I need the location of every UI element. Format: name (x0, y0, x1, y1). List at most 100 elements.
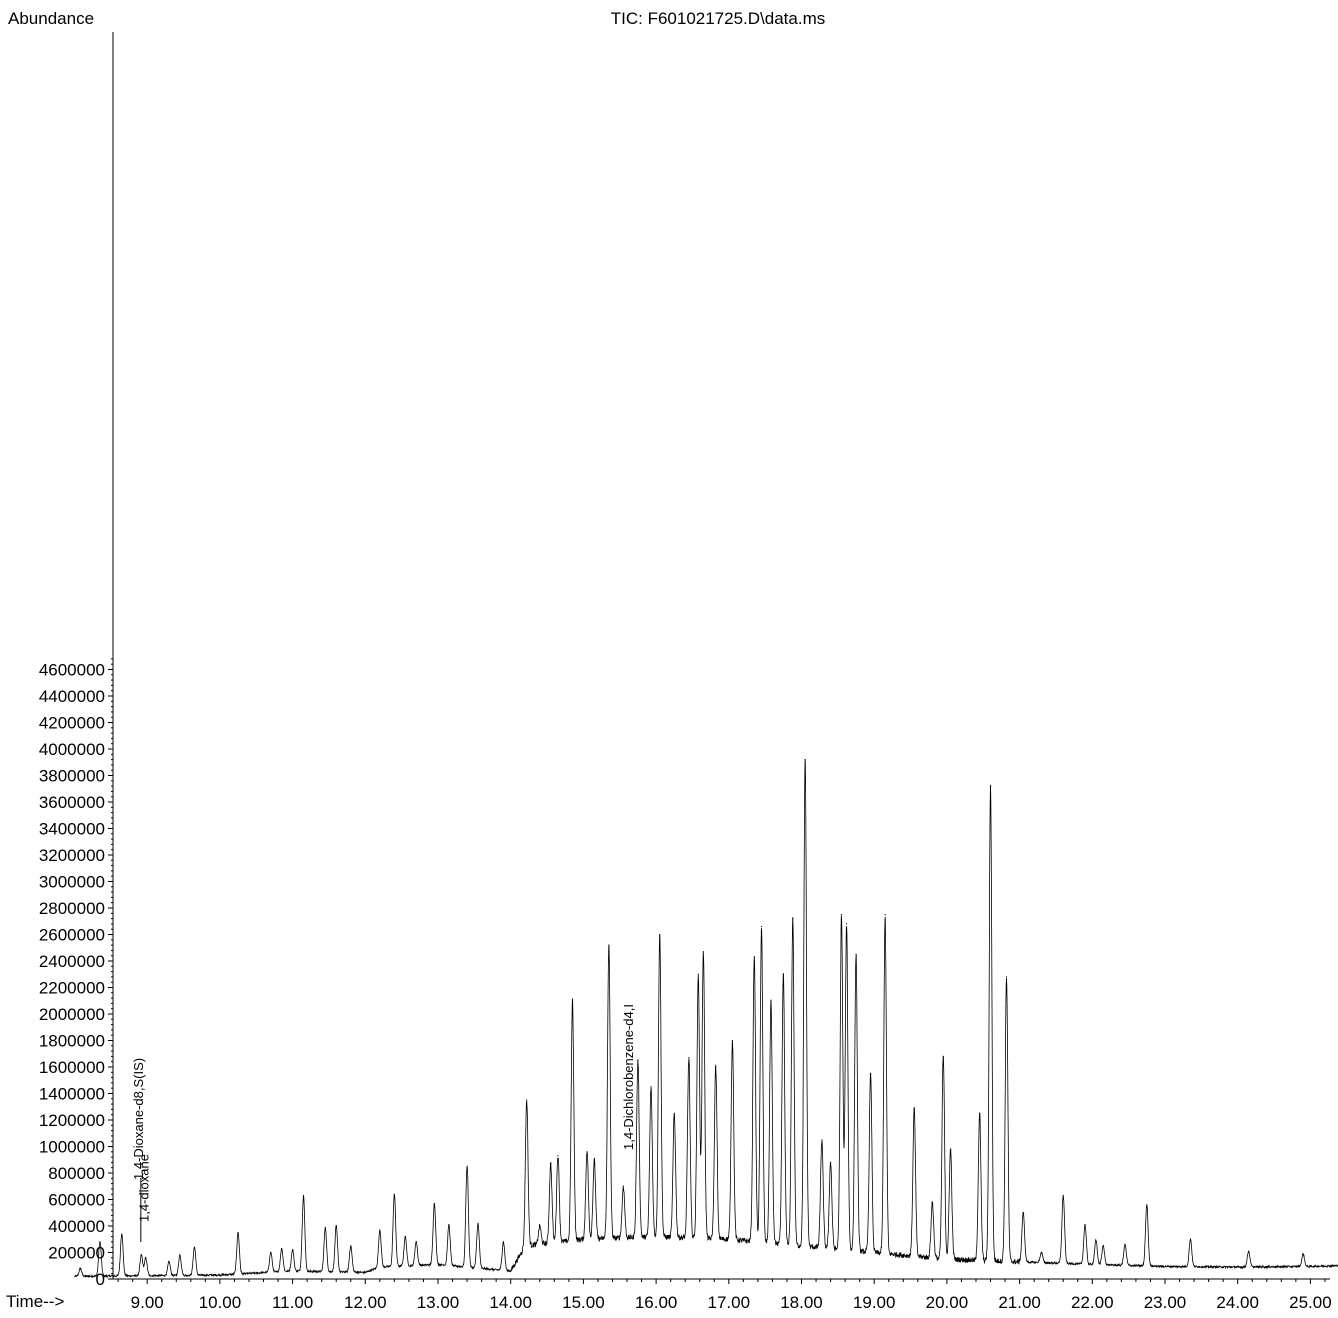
peak-apex (979, 1113, 980, 1114)
peak-apex (99, 1241, 100, 1242)
peak-apex (550, 1163, 551, 1164)
y-tick-label: 800000 (48, 1164, 105, 1183)
peak-apex (394, 1194, 395, 1195)
x-tick-label: 24.00 (1216, 1293, 1259, 1312)
peak-apex (623, 1186, 624, 1187)
peak-apex (179, 1255, 180, 1256)
peak-apex (292, 1249, 293, 1250)
y-tick-label: 1200000 (39, 1111, 105, 1130)
x-tick-label: 19.00 (853, 1293, 896, 1312)
peak-apex (237, 1232, 238, 1233)
x-tick-label: 9.00 (131, 1293, 164, 1312)
y-tick-label: 1000000 (39, 1138, 105, 1157)
x-tick-label: 14.00 (489, 1293, 532, 1312)
peak-apex (1023, 1212, 1024, 1213)
peak-apex (846, 923, 847, 924)
peak-apex (870, 1073, 871, 1074)
y-tick-label: 1800000 (39, 1032, 105, 1051)
x-tick-label: 11.00 (272, 1293, 313, 1312)
peak-apex (1095, 1240, 1096, 1241)
y-tick-label: 4400000 (39, 687, 105, 706)
peak-apex (539, 1225, 540, 1226)
peak-apex (1006, 976, 1007, 977)
peak-apex (448, 1224, 449, 1225)
peak-apex (594, 1159, 595, 1160)
y-tick-label: 200000 (48, 1244, 105, 1263)
peak-apex (914, 1107, 915, 1108)
peak-apex (698, 974, 699, 975)
peak-apex (466, 1166, 467, 1167)
x-tick-label: 21.00 (998, 1293, 1041, 1312)
y-tick-label: 600000 (48, 1191, 105, 1210)
peak-apex (141, 1255, 142, 1256)
peak-apex (1190, 1239, 1191, 1240)
x-tick-label: 13.00 (417, 1293, 460, 1312)
y-tick-label: 3400000 (39, 820, 105, 839)
peak-apex (526, 1100, 527, 1101)
peak-apex (405, 1236, 406, 1237)
peak-apex (194, 1247, 195, 1248)
peak-apex (350, 1245, 351, 1246)
peak-apex (659, 934, 660, 935)
y-tick-label: 3800000 (39, 767, 105, 786)
y-tick-label: 2000000 (39, 1005, 105, 1024)
peak-apex (637, 1060, 638, 1061)
peak-apex (688, 1057, 689, 1058)
y-tick-label: 4000000 (39, 740, 105, 759)
peak-apex (608, 945, 609, 946)
peak-annotation-label: 1,4-Dichlorobenzene-d4,I (621, 1004, 636, 1150)
x-tick-label: 10.00 (199, 1293, 242, 1312)
peak-apex (761, 926, 762, 927)
peak-apex (715, 1066, 716, 1067)
peak-apex (1146, 1204, 1147, 1205)
y-tick-label: 2600000 (39, 926, 105, 945)
peak-apex (434, 1203, 435, 1204)
y-tick-label: 2400000 (39, 952, 105, 971)
peak-apex (325, 1227, 326, 1228)
peak-apex (503, 1241, 504, 1242)
peak-apex (950, 1149, 951, 1150)
peak-apex (770, 1000, 771, 1001)
y-tick-label: 2800000 (39, 899, 105, 918)
peak-apex (557, 1155, 558, 1156)
x-tick-label: 15.00 (562, 1293, 605, 1312)
y-tick-label: 1400000 (39, 1085, 105, 1104)
peak-apex (121, 1233, 122, 1234)
peak-apex (990, 786, 991, 787)
peak-apex (1041, 1252, 1042, 1253)
peak-apex (416, 1241, 417, 1242)
peak-apex (270, 1252, 271, 1253)
peak-apex (805, 759, 806, 760)
peak-apex (650, 1086, 651, 1087)
peak-apex (855, 954, 856, 955)
peak-apex (586, 1151, 587, 1152)
peak-apex (841, 914, 842, 915)
y-tick-label: 4600000 (39, 661, 105, 680)
peak-apex (572, 999, 573, 1000)
peak-apex (281, 1248, 282, 1249)
y-axis-title: Abundance (8, 9, 94, 28)
peak-apex (932, 1202, 933, 1203)
peak-apex (336, 1225, 337, 1226)
x-axis-title: Time--> (6, 1292, 64, 1311)
x-tick-label: 17.00 (708, 1293, 751, 1312)
peak-apex (830, 1162, 831, 1163)
peak-apex (1103, 1245, 1104, 1246)
y-tick-label: 3600000 (39, 793, 105, 812)
peak-annotation-label: 1,4-dioxane (137, 1154, 152, 1222)
peak-apex (477, 1223, 478, 1224)
peak-apex (754, 956, 755, 957)
peak-apex (379, 1229, 380, 1230)
peak-apex (885, 914, 886, 915)
y-tick-label: 400000 (48, 1217, 105, 1236)
peak-apex (732, 1040, 733, 1041)
y-tick-label: 2200000 (39, 979, 105, 998)
x-tick-label: 22.00 (1071, 1293, 1114, 1312)
chart-title: TIC: F601021725.D\data.ms (611, 9, 826, 28)
peak-apex (1248, 1251, 1249, 1252)
x-tick-label: 20.00 (926, 1293, 969, 1312)
peak-apex (145, 1257, 146, 1258)
x-tick-label: 18.00 (780, 1293, 823, 1312)
